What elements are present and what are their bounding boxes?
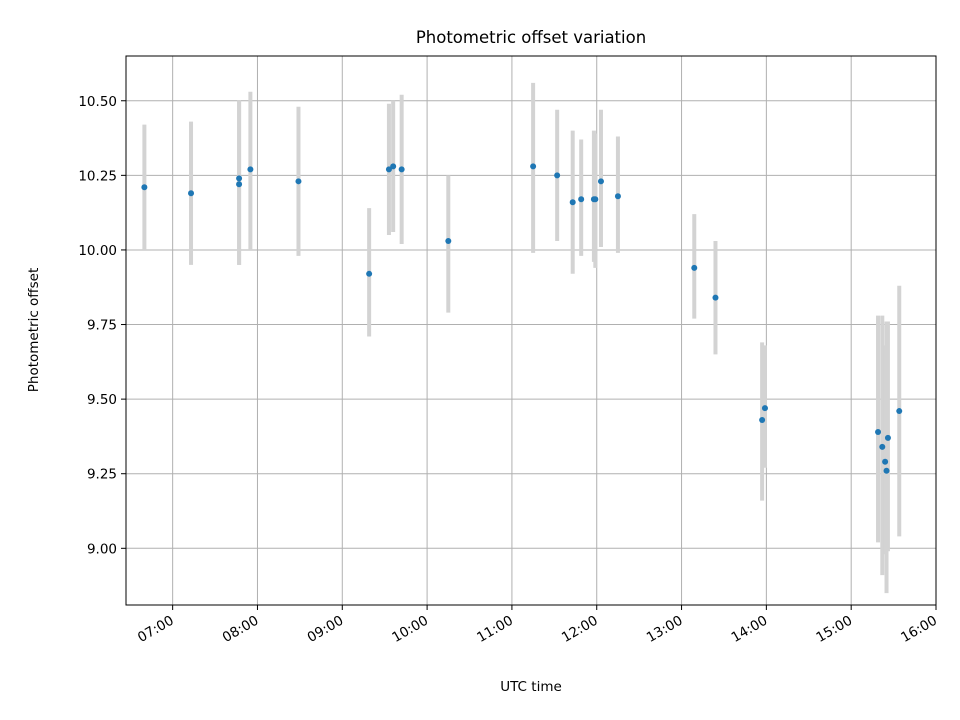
data-point <box>879 443 886 450</box>
data-point <box>712 294 719 301</box>
plot-frame <box>125 55 937 606</box>
y-axis-label: Photometric offset <box>26 268 42 392</box>
data-point <box>882 458 889 465</box>
y-tick-label: 9.00 <box>87 541 117 557</box>
y-tick-label: 10.50 <box>78 94 117 110</box>
data-point <box>884 434 891 441</box>
data-point <box>883 467 890 474</box>
data-point <box>875 428 882 435</box>
data-point <box>141 184 148 191</box>
data-point <box>247 166 254 173</box>
data-point <box>759 417 766 424</box>
data-point <box>390 163 397 170</box>
data-point <box>761 405 768 412</box>
y-tick-label: 9.50 <box>87 392 117 408</box>
data-point <box>445 237 452 244</box>
data-point <box>554 172 561 179</box>
data-point <box>398 166 405 173</box>
chart-title: Photometric offset variation <box>416 28 646 47</box>
data-point <box>569 199 576 206</box>
data-point <box>614 193 621 200</box>
x-axis-label: UTC time <box>500 679 562 695</box>
point-layer <box>141 163 903 474</box>
data-point <box>530 163 537 170</box>
y-tick-label: 10.25 <box>78 168 117 184</box>
data-point <box>597 178 604 185</box>
data-point <box>592 196 599 203</box>
data-point <box>578 196 585 203</box>
data-point <box>385 166 392 173</box>
data-point <box>188 190 195 197</box>
data-point <box>896 408 903 415</box>
data-point <box>691 264 698 271</box>
data-point <box>295 178 302 185</box>
data-point <box>366 270 373 277</box>
y-tick-label: 10.00 <box>78 243 117 259</box>
y-tick-label: 9.75 <box>87 318 117 334</box>
y-tick-label: 9.25 <box>87 467 117 483</box>
data-point <box>236 175 243 182</box>
data-point <box>236 181 243 188</box>
